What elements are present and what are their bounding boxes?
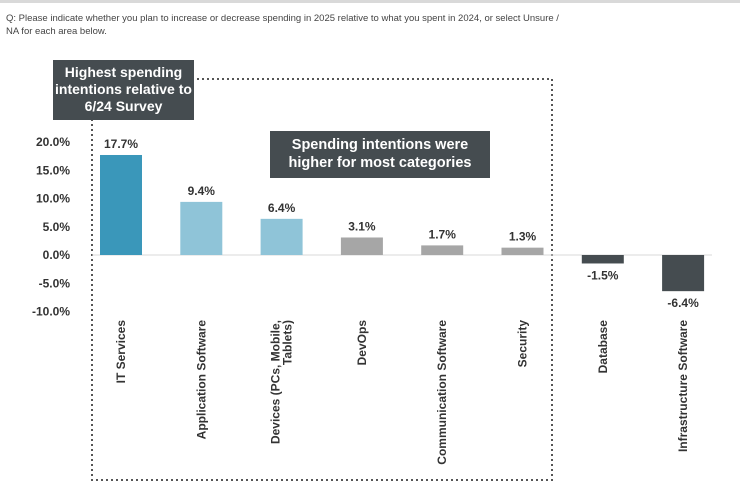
highlight-dotted-box: [91, 78, 553, 481]
value-labels: 17.7% 9.4% 6.4% 3.1% 1.7% 1.3% -1.5% -6.4%: [104, 137, 699, 310]
y-tick-label: -10.0%: [32, 305, 70, 319]
bar: [180, 201, 223, 255]
value-label: 3.1%: [348, 219, 376, 233]
category-label-line: DevOps: [355, 320, 369, 366]
value-label: 1.7%: [429, 227, 457, 241]
bar: [340, 237, 383, 255]
y-tick-label: -5.0%: [39, 276, 71, 290]
category-label: Communication Software: [435, 320, 449, 465]
category-label-line: Database: [596, 320, 610, 374]
y-tick-label: 5.0%: [43, 220, 71, 234]
y-tick-label: 10.0%: [36, 192, 70, 206]
bar: [421, 245, 464, 255]
bars: [100, 154, 705, 292]
category-label: Security: [516, 320, 530, 368]
bar: [662, 255, 705, 292]
y-tick-label: 20.0%: [36, 135, 70, 149]
bar: [581, 255, 624, 264]
callout-most-categories: Spending intentions were higher for most…: [270, 131, 490, 178]
category-label-line: Communication Software: [435, 320, 449, 465]
bar: [501, 247, 544, 255]
survey-question: Q: Please indicate whether you plan to i…: [6, 13, 559, 37]
value-label: -6.4%: [667, 296, 699, 310]
category-label-line: IT Services: [114, 320, 128, 384]
value-label: 6.4%: [268, 201, 296, 215]
category-label-line: Application Software: [194, 320, 208, 440]
category-label-line: Devices (PCs, Mobile,: [269, 320, 283, 444]
category-label-line: Tablets): [281, 320, 295, 365]
category-label: Database: [596, 320, 610, 374]
bar: [260, 218, 303, 255]
bar: [100, 154, 142, 255]
category-labels: IT Services Application Software Devices (…: [114, 320, 690, 465]
category-label: Infrastructure Software: [676, 320, 690, 452]
callout-highest-intentions: Highest spending intentions relative to …: [53, 60, 194, 120]
top-rule: [0, 0, 740, 3]
y-tick-label: 15.0%: [36, 163, 70, 177]
value-label: 9.4%: [188, 184, 216, 198]
value-label: 17.7%: [104, 137, 138, 151]
value-label: -1.5%: [587, 268, 619, 282]
category-label: DevOps: [355, 320, 369, 366]
y-axis-ticks: 20.0% 15.0% 10.0% 5.0% 0.0% -5.0% -10.0%: [32, 135, 70, 319]
category-label: Application Software: [194, 320, 208, 440]
category-label-line: Security: [516, 320, 530, 368]
category-label: Devices (PCs, Mobile,Tablets): [269, 320, 295, 444]
value-label: 1.3%: [509, 230, 537, 244]
category-label-line: Infrastructure Software: [676, 320, 690, 452]
category-label: IT Services: [114, 320, 128, 384]
y-tick-label: 0.0%: [43, 248, 71, 262]
